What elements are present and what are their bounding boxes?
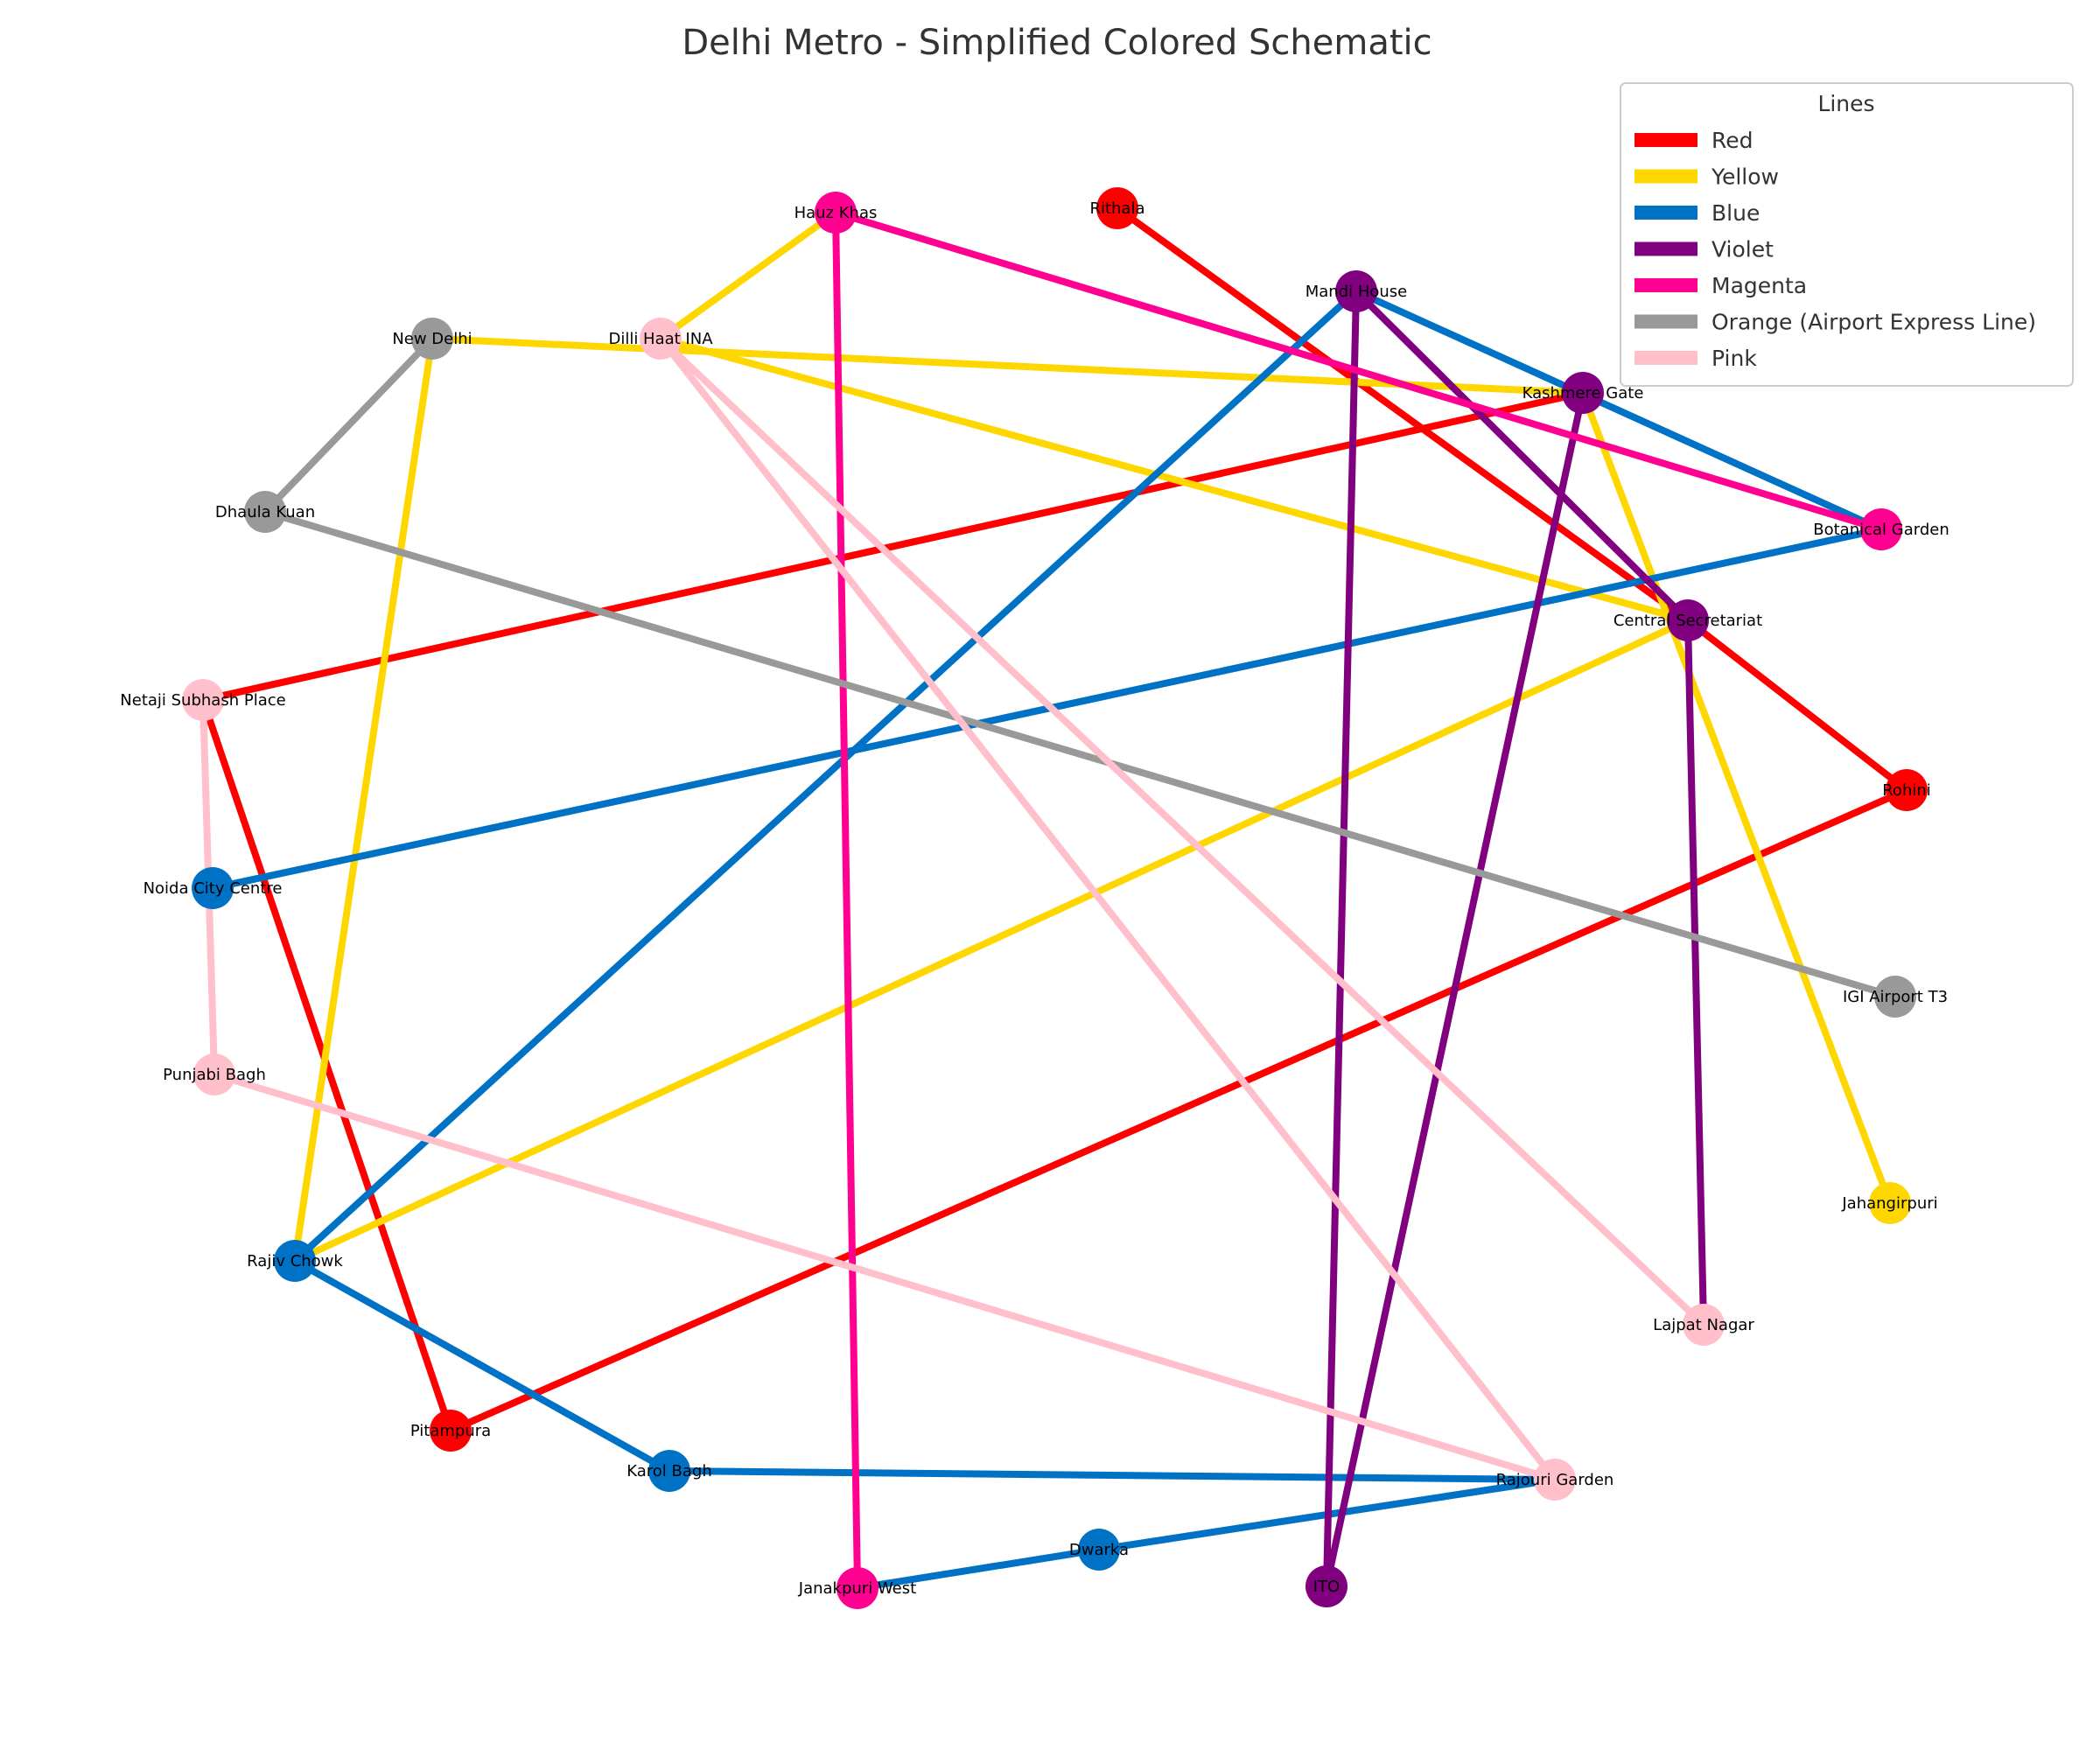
segment-pink-punjabi_bagh-rajouri_garden xyxy=(211,1071,1558,1483)
station-label-dilli-haat: Dilli Haat INA xyxy=(608,330,713,348)
station-label-mandi-house: Mandi House xyxy=(1306,283,1408,301)
legend-items: Red Yellow Blue Violet Magenta Orange (Airpor… xyxy=(1634,128,2036,371)
station-node-rithala xyxy=(1096,187,1138,229)
station-node-jahangirpuri xyxy=(1869,1182,1911,1224)
station-label-kashmere-gate: Kashmere Gate xyxy=(1522,384,1644,402)
station-node-karol-bagh xyxy=(648,1450,690,1492)
legend-title: Lines xyxy=(1817,91,1874,116)
station-node-lajpat-nagar xyxy=(1683,1304,1725,1346)
station-node-ito xyxy=(1306,1565,1348,1607)
segment-blue-mandi_house-botanical_garden xyxy=(1353,288,1885,533)
segment-violet-kashmere_gate-ito xyxy=(1323,389,1586,1590)
station-node-igi-t3 xyxy=(1874,976,1916,1018)
segment-yellow-kashmere_gate-jahangirpuri xyxy=(1579,389,1894,1207)
station-node-netaji-subhash xyxy=(182,679,224,721)
legend-label-violet: Violet xyxy=(1712,237,1774,262)
segment-blue-karol_bagh-rajouri_garden xyxy=(666,1467,1558,1483)
station-node-punjabi-bagh xyxy=(193,1054,235,1096)
station-label-new-delhi: New Delhi xyxy=(392,330,472,348)
segment-blue-dwarka-janakpuri_west xyxy=(854,1546,1102,1592)
segment-violet-ito-mandi_house xyxy=(1323,288,1360,1590)
station-label-rajouri-garden: Rajouri Garden xyxy=(1496,1471,1614,1489)
legend-swatch-orange-airport-express-line xyxy=(1634,314,1698,329)
station-node-kashmere-gate xyxy=(1562,372,1604,414)
station-label-punjabi-bagh: Punjabi Bagh xyxy=(163,1066,266,1084)
station-node-janakpuri-west xyxy=(836,1567,878,1609)
station-label-pitampura: Pitampura xyxy=(410,1422,491,1440)
station-node-noida-city xyxy=(192,867,234,909)
segment-blue-mandi_house-rajiv_chowk xyxy=(291,288,1360,1264)
legend-swatch-red xyxy=(1634,133,1698,147)
line-segments xyxy=(200,205,1910,1592)
station-label-igi-t3: IGI Airport T3 xyxy=(1843,988,1948,1006)
station-node-hauz-khas xyxy=(815,192,857,234)
segment-pink-rajouri_garden-dilli_haat xyxy=(657,335,1558,1483)
legend-swatch-magenta xyxy=(1634,278,1698,292)
legend: Lines Red Yellow Blue Violet Magenta Orange (… xyxy=(1620,82,2074,387)
legend-label-red: Red xyxy=(1712,128,1754,153)
station-node-mandi-house xyxy=(1335,270,1377,312)
station-label-noida-city: Noida City Centre xyxy=(144,879,283,898)
station-node-rajouri-garden xyxy=(1534,1459,1576,1501)
station-nodes xyxy=(182,187,1928,1609)
legend-label-yellow: Yellow xyxy=(1711,164,1779,190)
legend-swatch-violet xyxy=(1634,242,1698,256)
segment-violet-mandi_house-central_secretariat xyxy=(1353,288,1691,624)
segment-red-central_secretariat-rohini xyxy=(1684,617,1910,794)
station-node-botanical-garden xyxy=(1860,508,1902,550)
station-label-lajpat-nagar: Lajpat Nagar xyxy=(1653,1316,1754,1334)
legend-swatch-blue xyxy=(1634,206,1698,220)
segment-red-netaji_subhash-kashmere_gate xyxy=(200,389,1586,704)
legend-label-magenta: Magenta xyxy=(1712,273,1807,298)
legend-frame xyxy=(1620,82,2074,387)
segment-red-rithala-central_secretariat xyxy=(1114,205,1691,624)
station-label-rohini: Rohini xyxy=(1882,781,1931,800)
segment-pink-dilli_haat-lajpat_nagar xyxy=(657,335,1707,1328)
station-label-hauz-khas: Hauz Khas xyxy=(794,204,878,222)
station-label-botanical-garden: Botanical Garden xyxy=(1813,521,1949,539)
legend-label-pink: Pink xyxy=(1712,346,1757,371)
station-node-dwarka xyxy=(1078,1529,1120,1571)
segment-blue-rajiv_chowk-karol_bagh xyxy=(291,1257,673,1474)
station-label-netaji-subhash: Netaji Subhash Place xyxy=(120,691,285,710)
segment-orange-airport-express-line-new_delhi-dhaula_kuan xyxy=(262,335,436,515)
station-labels: Rithala Hauz Khas Mandi House New Delhi Dill… xyxy=(120,200,1949,1598)
legend-label-blue: Blue xyxy=(1712,200,1760,226)
station-label-dwarka: Dwarka xyxy=(1069,1541,1129,1559)
segment-blue-botanical_garden-noida_city xyxy=(209,526,1885,892)
station-label-ito: ITO xyxy=(1313,1578,1340,1596)
segment-yellow-central_secretariat-rajiv_chowk xyxy=(291,617,1691,1264)
segment-red-rohini-pitampura xyxy=(447,787,1910,1434)
legend-swatch-yellow xyxy=(1634,169,1698,184)
station-label-central-secretariat: Central Secretariat xyxy=(1614,612,1762,630)
segment-magenta-hauz_khas-botanical_garden xyxy=(832,209,1885,533)
station-node-central-secretariat xyxy=(1667,599,1709,641)
segment-violet-central_secretariat-lajpat_nagar xyxy=(1684,617,1707,1328)
station-label-janakpuri-west: Janakpuri West xyxy=(798,1579,916,1598)
station-label-jahangirpuri: Jahangirpuri xyxy=(1841,1194,1937,1213)
station-node-dhaula-kuan xyxy=(244,491,286,533)
legend-label-orange-airport-express-line: Orange (Airport Express Line) xyxy=(1712,310,2036,335)
diagram-title: Delhi Metro - Simplified Colored Schemat… xyxy=(682,23,1432,63)
legend-swatch-pink xyxy=(1634,351,1698,365)
segment-orange-airport-express-line-dhaula_kuan-igi_t3 xyxy=(262,508,1899,1000)
station-node-rajiv-chowk xyxy=(274,1240,316,1282)
segment-yellow-hauz_khas-dilli_haat xyxy=(657,209,839,342)
station-label-dhaula-kuan: Dhaula Kuan xyxy=(215,503,315,522)
station-label-karol-bagh: Karol Bagh xyxy=(626,1462,711,1480)
station-label-rithala: Rithala xyxy=(1089,200,1144,218)
station-node-new-delhi xyxy=(411,318,453,360)
segment-yellow-dilli_haat-central_secretariat xyxy=(657,335,1691,624)
segment-magenta-janakpuri_west-hauz_khas xyxy=(832,209,861,1592)
station-label-rajiv-chowk: Rajiv Chowk xyxy=(247,1252,343,1270)
station-node-dilli-haat xyxy=(640,318,682,360)
station-node-rohini xyxy=(1886,769,1928,811)
station-node-pitampura xyxy=(430,1410,472,1452)
